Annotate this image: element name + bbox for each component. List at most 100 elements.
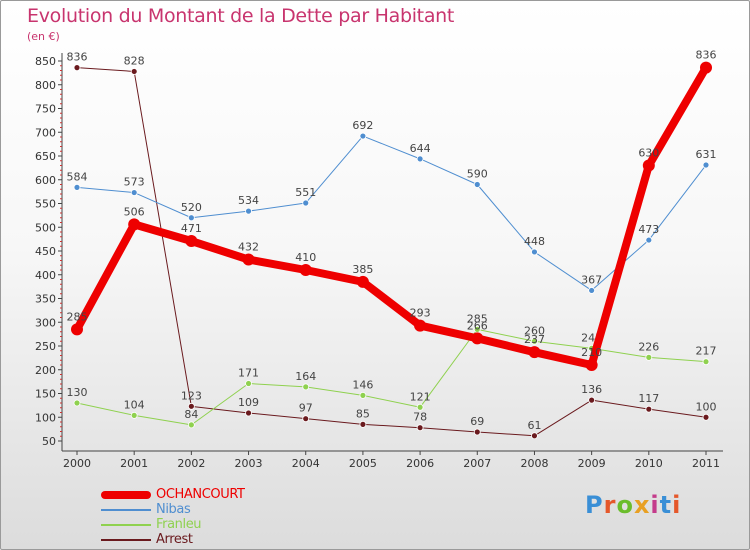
y-tick-label: 700 (35, 126, 56, 139)
data-point (642, 159, 655, 172)
y-tick-label: 850 (35, 55, 56, 68)
data-point (416, 403, 424, 411)
data-label: 61 (527, 419, 541, 432)
data-point (185, 235, 198, 248)
data-label: 84 (184, 408, 198, 421)
series-line (76, 67, 707, 437)
data-label: 171 (238, 367, 259, 380)
data-label: 85 (356, 407, 370, 420)
x-tick-label: 2011 (692, 457, 720, 470)
x-tick-label: 2005 (349, 457, 377, 470)
data-point (130, 189, 138, 196)
data-point (473, 428, 481, 436)
data-label: 226 (638, 340, 659, 353)
data-label: 630 (638, 147, 659, 160)
logo-letter: i (672, 491, 682, 519)
data-point (71, 323, 83, 336)
data-label: 117 (638, 392, 659, 405)
data-point (473, 325, 481, 333)
data-point (245, 409, 252, 417)
data-point (128, 218, 141, 231)
data-label: 410 (295, 251, 316, 264)
data-point (471, 332, 484, 345)
data-label: 631 (696, 148, 717, 161)
data-point (245, 207, 252, 215)
y-tick-label: 600 (35, 174, 56, 187)
data-label: 471 (181, 222, 202, 235)
data-point (130, 68, 138, 75)
data-label: 432 (238, 241, 259, 254)
data-point (531, 248, 538, 256)
legend-item-franleu: Franleu (101, 517, 341, 532)
x-tick-label: 2006 (406, 457, 434, 470)
legend-swatch (101, 491, 151, 499)
series-line (73, 63, 710, 369)
x-tick-label: 2010 (635, 457, 663, 470)
y-tick-label: 500 (35, 221, 56, 234)
data-label: 506 (124, 205, 145, 218)
legend-swatch (101, 524, 151, 526)
data-label: 644 (410, 142, 431, 155)
series-line (76, 328, 707, 426)
data-label: 78 (413, 411, 427, 424)
logo-letter: r (603, 491, 617, 519)
data-label: 217 (696, 345, 717, 358)
data-label: 136 (581, 383, 602, 396)
y-tick-label: 150 (35, 388, 56, 401)
data-label: 210 (581, 346, 602, 359)
legend-swatch (101, 509, 151, 511)
data-label: 551 (295, 186, 316, 199)
data-label: 109 (238, 396, 259, 409)
data-point (531, 432, 538, 440)
legend-item-ochancourt: OCHANCOURT (101, 487, 341, 502)
data-label: 104 (124, 398, 145, 411)
data-point (302, 199, 310, 207)
data-point (356, 275, 369, 288)
data-point (473, 181, 481, 188)
x-tick-label: 2002 (177, 457, 205, 470)
data-point (414, 319, 427, 332)
y-tick-label: 400 (35, 269, 56, 282)
unit-label: (en €) (27, 30, 60, 43)
data-label: 285 (67, 310, 88, 323)
legend-item-arrest: Arrest (101, 532, 341, 547)
y-tick-label: 50 (42, 435, 56, 448)
data-point (702, 358, 710, 366)
legend-label: OCHANCOURT (156, 487, 245, 502)
x-tick-label: 2003 (235, 457, 263, 470)
data-label: 293 (410, 307, 431, 320)
data-point (245, 380, 252, 387)
data-label: 534 (238, 194, 259, 207)
data-label: 69 (470, 415, 484, 428)
data-point (588, 287, 596, 294)
legend-item-nibas: Nibas (101, 502, 341, 517)
data-label: 97 (299, 402, 313, 415)
data-point (645, 236, 653, 244)
data-point (73, 64, 81, 72)
data-label: 573 (124, 176, 145, 189)
x-tick-label: 2001 (120, 457, 148, 470)
data-label: 520 (181, 201, 202, 214)
data-label: 130 (67, 386, 88, 399)
data-point (73, 183, 81, 191)
y-tick-label: 300 (35, 316, 56, 329)
data-label: 121 (410, 390, 431, 403)
data-point (299, 264, 312, 276)
data-label: 590 (467, 168, 488, 181)
data-label: 836 (67, 51, 88, 64)
data-label: 237 (524, 333, 545, 346)
data-label: 473 (638, 223, 659, 236)
legend-label: Arrest (156, 532, 193, 547)
logo-letter: i (650, 491, 660, 519)
y-tick-label: 550 (35, 198, 56, 211)
y-tick-label: 350 (35, 293, 56, 306)
data-label: 828 (124, 54, 145, 67)
data-point (302, 383, 310, 391)
y-tick-label: 750 (35, 103, 56, 116)
legend-label: Nibas (156, 502, 191, 517)
data-point (702, 413, 710, 421)
data-point (359, 391, 367, 399)
data-point (645, 405, 653, 413)
data-point (130, 411, 138, 419)
